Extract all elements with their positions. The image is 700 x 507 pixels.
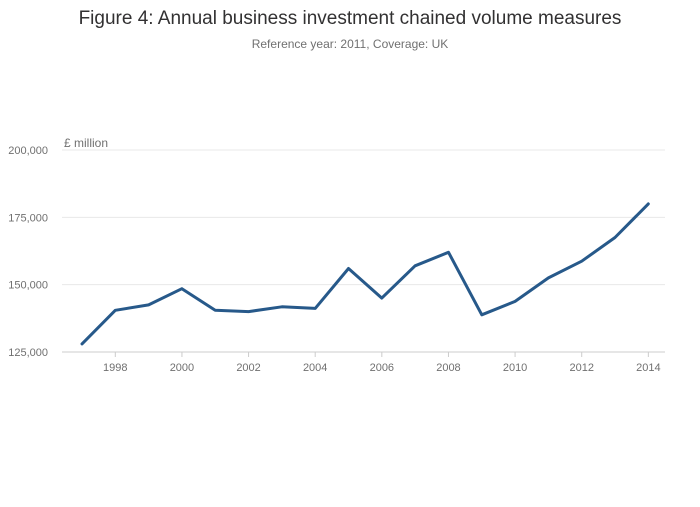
- chart-subtitle: Reference year: 2011, Coverage: UK: [252, 37, 449, 51]
- axis-layer: 125,000 150,000 175,000 200,000 1998 2000 2002…: [8, 145, 665, 374]
- x-tick-label: 2000: [170, 362, 194, 374]
- x-tick-label: 2010: [503, 362, 527, 374]
- chart-title: Figure 4: Annual business investment cha…: [79, 8, 622, 29]
- y-axis-unit-label: £ million: [64, 136, 108, 150]
- y-tick-label: 125,000: [8, 347, 48, 359]
- x-tick-label: 2006: [370, 362, 394, 374]
- x-tick-label: 2002: [236, 362, 260, 374]
- series-layer: [80, 202, 650, 346]
- x-tick-label: 2004: [303, 362, 327, 374]
- x-tick-label: 2012: [569, 362, 593, 374]
- y-tick-label: 200,000: [8, 145, 48, 157]
- y-tick-label: 175,000: [8, 212, 48, 224]
- grid-layer: [62, 149, 665, 286]
- x-tick-label: 1998: [103, 362, 127, 374]
- series-line: [80, 202, 650, 346]
- x-tick-label: 2008: [436, 362, 460, 374]
- y-tick-label: 150,000: [8, 280, 48, 292]
- x-tick-label: 2014: [636, 362, 660, 374]
